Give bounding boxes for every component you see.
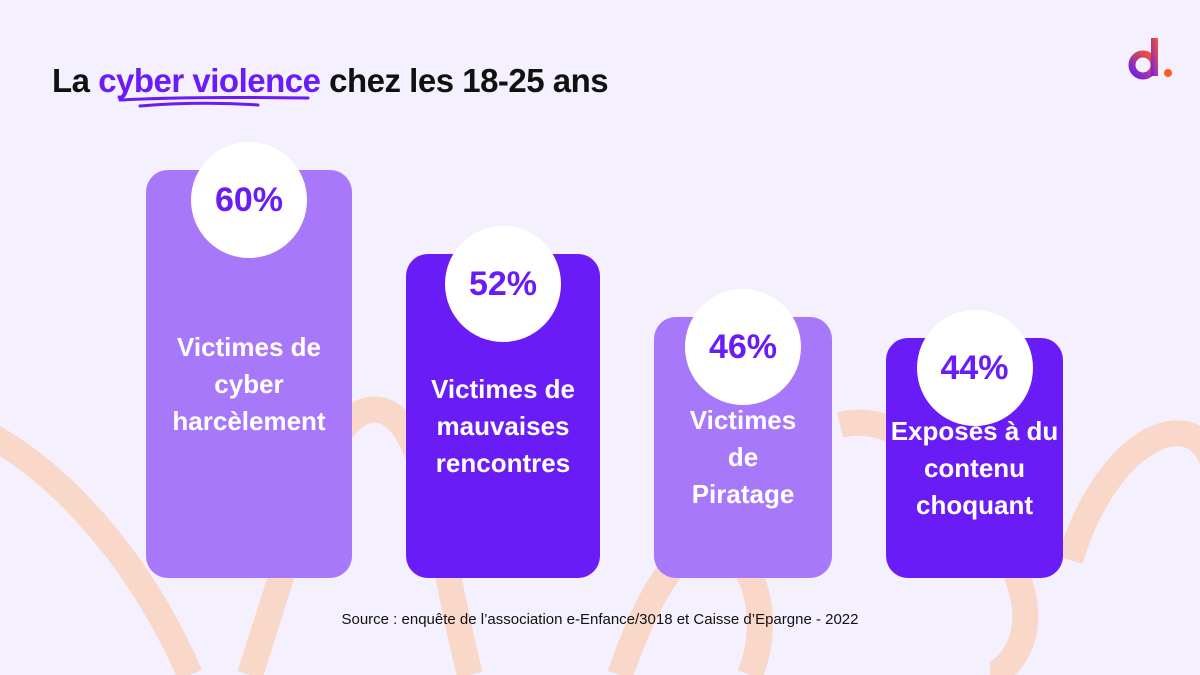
bar: Victimes de Piratage	[654, 317, 832, 578]
data-label: 46%	[685, 289, 801, 405]
underline-scribble	[118, 96, 310, 108]
data-label: 60%	[191, 142, 307, 258]
bar-label: Exposés à du contenu choquant	[890, 415, 1059, 520]
bar-label: Victimes de cyber harcèlement	[172, 331, 326, 436]
bar-label: Victimes de Piratage	[689, 405, 797, 509]
logo	[1128, 38, 1172, 80]
data-label: 44%	[916, 310, 1033, 426]
bar: Victimes de mauvaises rencontres	[406, 254, 600, 578]
page-title: La cyber violence chez les 18-25 ans	[52, 62, 609, 99]
data-label: 52%	[445, 226, 561, 342]
bar-label: Victimes de mauvaises rencontres	[430, 373, 576, 478]
title-highlight: cyber violence	[98, 62, 321, 99]
source-note: Source : enquête de l’association e-Enfa…	[341, 611, 859, 628]
